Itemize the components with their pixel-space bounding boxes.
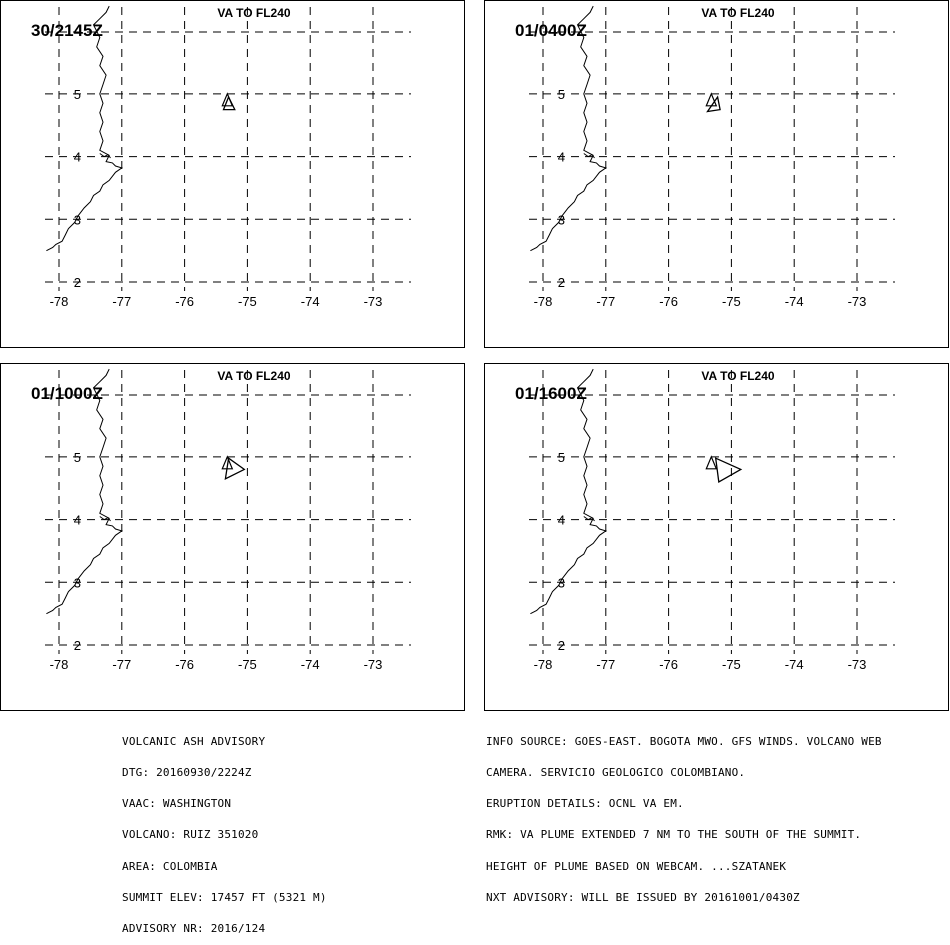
lon-tick-label: -73: [848, 657, 867, 672]
forecast-panel-2: -78 -77 -76 -75 -74 -73 2 3 4 5 01/0400Z VA TO FL24…: [484, 0, 949, 348]
advisory-line: CAMERA. SERVICIO GEOLOGICO COLOMBIANO.: [486, 766, 746, 780]
lon-tick-label: -78: [50, 657, 69, 672]
coastline: [99, 153, 111, 159]
lon-tick-label: -77: [596, 294, 615, 309]
coastline: [46, 5, 123, 252]
lat-tick-label: 5: [558, 87, 565, 102]
map-canvas: -78 -77 -76 -75 -74 -73 2 3 4 5 01/1000Z VA TO FL24…: [31, 368, 411, 672]
advisory-line: INFO SOURCE: GOES-EAST. BOGOTA MWO. GFS …: [486, 734, 882, 748]
coastline: [583, 516, 595, 522]
lon-tick-label: -75: [238, 657, 257, 672]
coastline: [530, 368, 607, 615]
lon-tick-label: -75: [722, 657, 741, 672]
lon-tick-label: -76: [659, 294, 678, 309]
lon-tick-label: -76: [175, 657, 194, 672]
volcano-icon: [221, 455, 234, 470]
volcano-icon: [705, 92, 718, 107]
lon-tick-label: -74: [785, 294, 804, 309]
flight-level-label: VA TO FL240: [217, 369, 290, 383]
advisory-line: RMK: VA PLUME EXTENDED 7 NM TO THE SOUTH…: [486, 828, 862, 842]
lat-tick-label: 2: [558, 638, 565, 653]
lat-tick-label: 4: [558, 150, 565, 165]
ash-plume-polygon: [706, 95, 721, 113]
advisory-line: ADVISORY NR: 2016/124: [122, 922, 266, 936]
advisory-line: NXT ADVISORY: WILL BE ISSUED BY 20161001…: [486, 890, 800, 904]
ash-plume-polygon: [714, 457, 743, 484]
lon-tick-label: -78: [50, 294, 69, 309]
lon-tick-label: -74: [301, 657, 320, 672]
lat-tick-label: 4: [558, 513, 565, 528]
lon-tick-label: -78: [534, 657, 553, 672]
lat-tick-label: 2: [74, 275, 81, 290]
lon-tick-label: -76: [175, 294, 194, 309]
volcano-icon: [221, 92, 234, 107]
forecast-panel-3: -78 -77 -76 -75 -74 -73 2 3 4 5 01/1000Z VA TO FL24…: [0, 363, 465, 711]
volcano-icon: [705, 455, 718, 470]
advisory-info-right: INFO SOURCE: GOES-EAST. BOGOTA MWO. GFS …: [486, 716, 882, 914]
coastline: [583, 153, 595, 159]
valid-time-label: 30/2145Z: [31, 21, 103, 40]
valid-time-label: 01/0400Z: [515, 21, 587, 40]
lon-tick-label: -74: [301, 294, 320, 309]
flight-level-label: VA TO FL240: [217, 6, 290, 20]
lon-tick-label: -73: [848, 294, 867, 309]
coastline: [530, 5, 607, 252]
lat-tick-label: 3: [558, 575, 565, 590]
forecast-panel-4: -78 -77 -76 -75 -74 -73 2 3 4 5 01/1600Z VA TO FL24…: [484, 363, 949, 711]
valid-time-label: 01/1600Z: [515, 384, 587, 403]
lon-tick-label: -78: [534, 294, 553, 309]
advisory-line: HEIGHT OF PLUME BASED ON WEBCAM. ...SZAT…: [486, 859, 787, 873]
coastline: [46, 368, 123, 615]
advisory-line: VOLCANO: RUIZ 351020: [122, 828, 259, 842]
flight-level-label: VA TO FL240: [701, 6, 774, 20]
lat-tick-label: 3: [558, 212, 565, 227]
advisory-info-left: VOLCANIC ASH ADVISORY DTG: 20160930/2224…: [122, 716, 327, 945]
coastline: [99, 516, 111, 522]
lon-tick-label: -76: [659, 657, 678, 672]
advisory-line: DTG: 20160930/2224Z: [122, 766, 252, 780]
lat-tick-label: 3: [74, 212, 81, 227]
lon-tick-label: -75: [238, 294, 257, 309]
advisory-line: ERUPTION DETAILS: OCNL VA EM.: [486, 797, 684, 811]
lat-tick-label: 4: [74, 150, 81, 165]
map-canvas: -78 -77 -76 -75 -74 -73 2 3 4 5 01/0400Z VA TO FL24…: [515, 5, 895, 309]
lat-tick-label: 3: [74, 575, 81, 590]
advisory-line: VAAC: WASHINGTON: [122, 797, 232, 811]
lon-tick-label: -77: [112, 294, 131, 309]
lat-tick-label: 5: [74, 87, 81, 102]
lon-tick-label: -77: [596, 657, 615, 672]
lon-tick-label: -73: [364, 657, 383, 672]
lon-tick-label: -77: [112, 657, 131, 672]
lat-tick-label: 2: [558, 275, 565, 290]
advisory-line: AREA: COLOMBIA: [122, 859, 218, 873]
valid-time-label: 01/1000Z: [31, 384, 103, 403]
lon-tick-label: -74: [785, 657, 804, 672]
advisory-line: SUMMIT ELEV: 17457 FT (5321 M): [122, 890, 327, 904]
lat-tick-label: 5: [74, 450, 81, 465]
lat-tick-label: 2: [74, 638, 81, 653]
lat-tick-label: 4: [74, 513, 81, 528]
advisory-line: VOLCANIC ASH ADVISORY: [122, 734, 266, 748]
lon-tick-label: -73: [364, 294, 383, 309]
flight-level-label: VA TO FL240: [701, 369, 774, 383]
map-canvas: -78 -77 -76 -75 -74 -73 2 3 4 5 30/2145Z VA TO FL24…: [31, 5, 411, 309]
lon-tick-label: -75: [722, 294, 741, 309]
map-canvas: -78 -77 -76 -75 -74 -73 2 3 4 5 01/1600Z VA TO FL24…: [515, 368, 895, 672]
forecast-panel-1: -78 -77 -76 -75 -74 -73 2 3 4 5 30/2145Z VA TO FL24…: [0, 0, 465, 348]
lat-tick-label: 5: [558, 450, 565, 465]
